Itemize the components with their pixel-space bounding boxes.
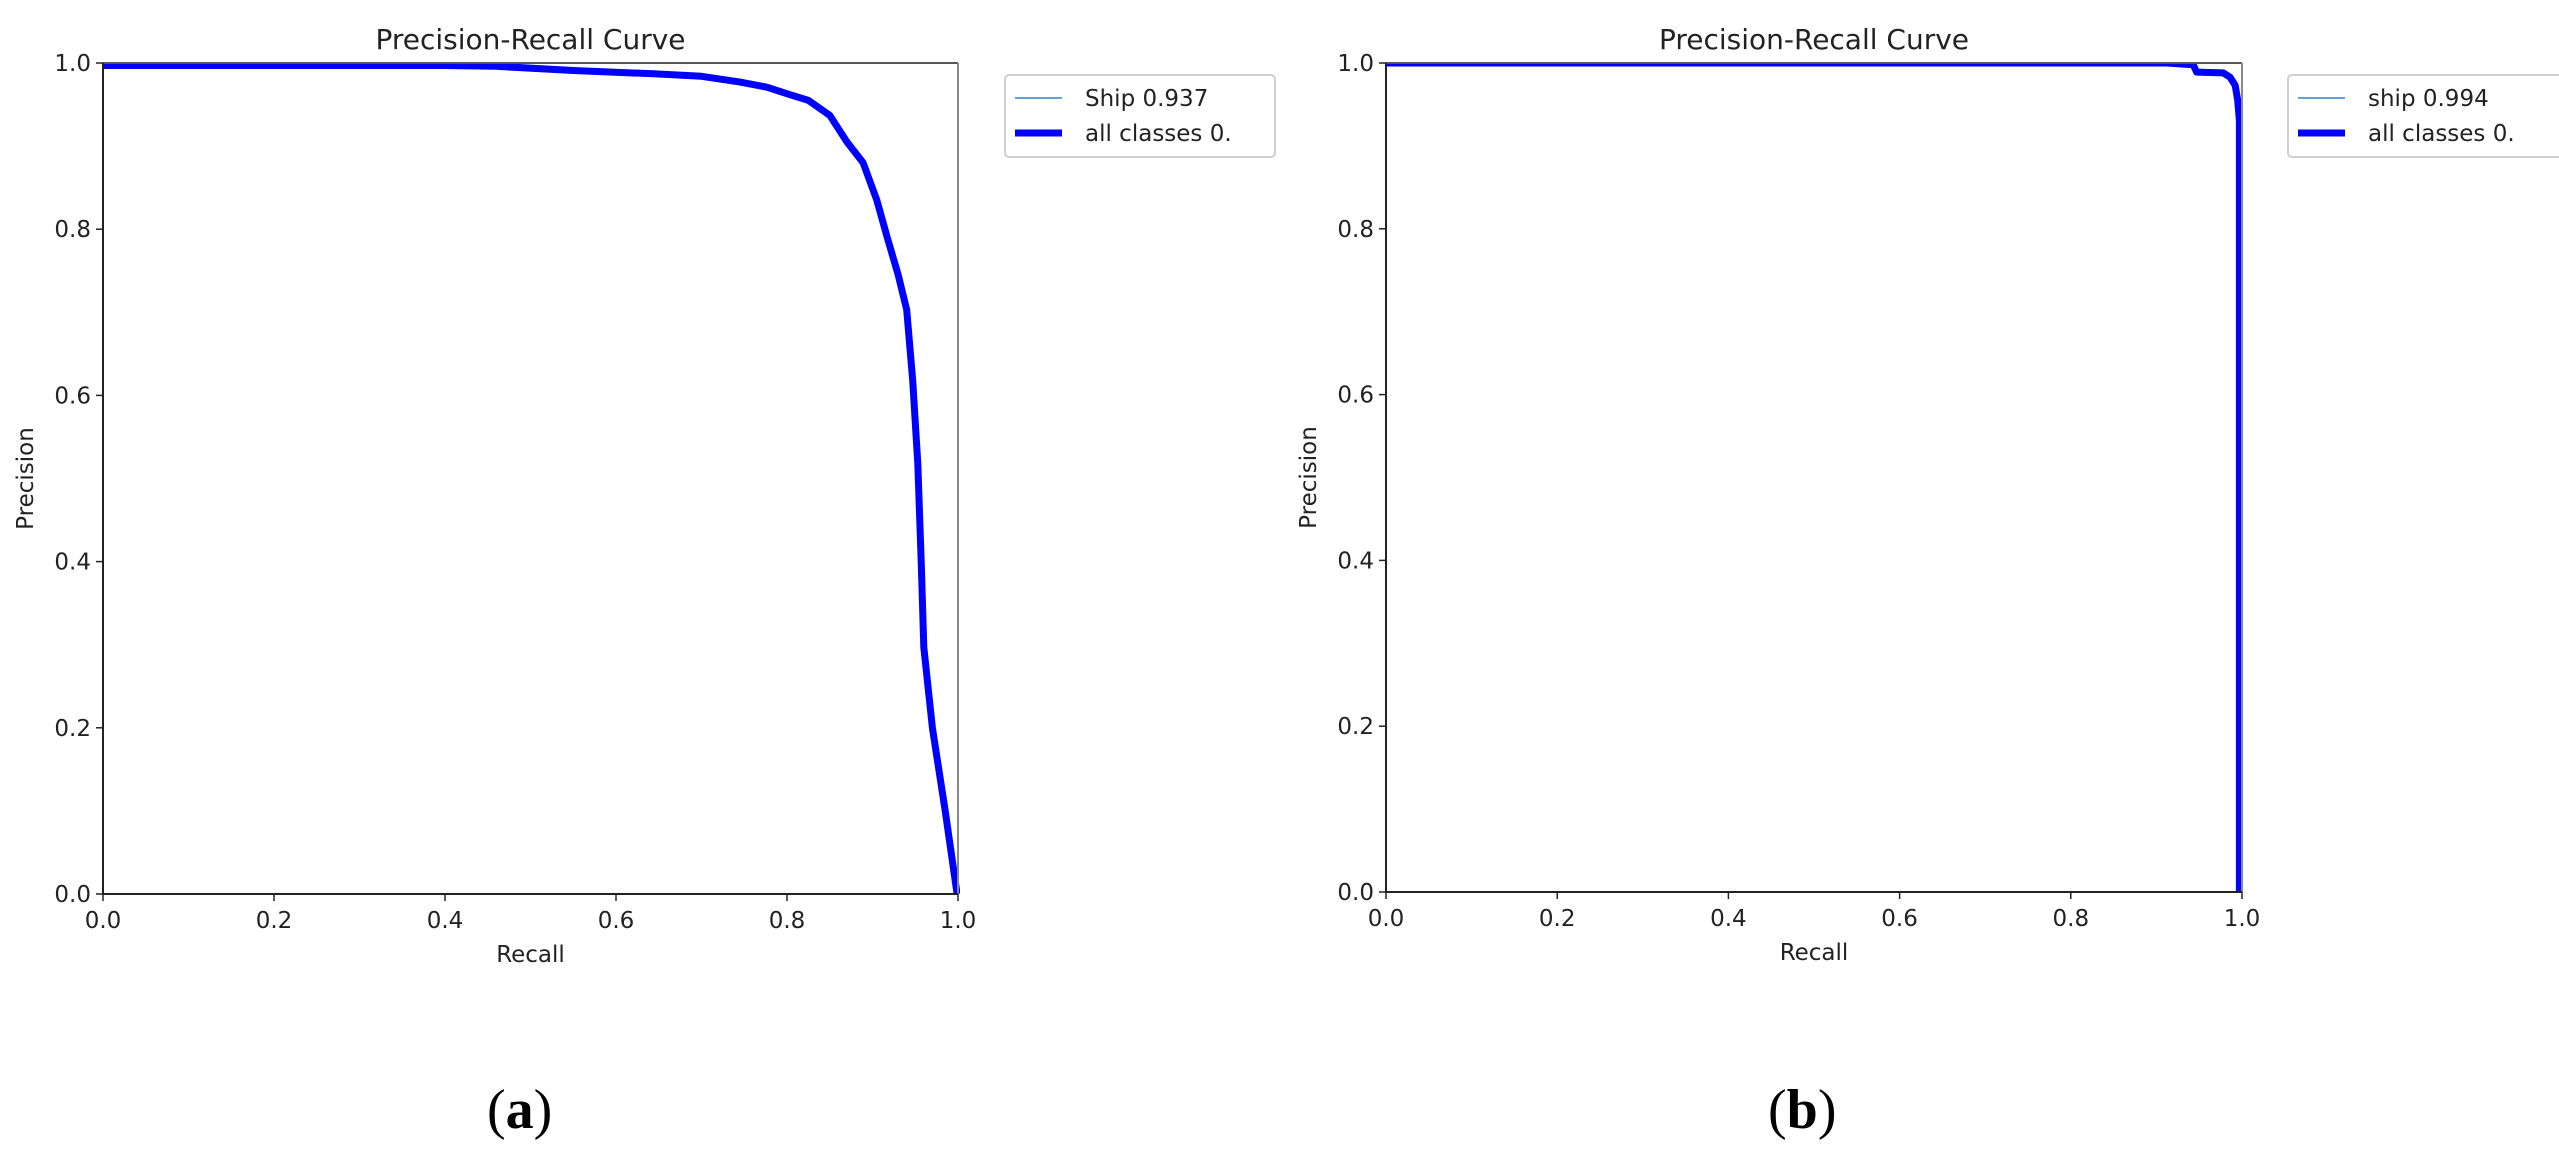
y-tick-label: 1.0 — [54, 51, 91, 77]
y-tick-label: 0.8 — [1337, 217, 1374, 243]
legend-label: all classes 0. — [1085, 121, 1232, 147]
y-tick-label: 0.4 — [1337, 548, 1374, 574]
x-tick-label: 0.4 — [427, 908, 464, 934]
chart-title: Precision-Recall Curve — [375, 23, 685, 56]
x-tick-label: 0.2 — [256, 908, 293, 934]
legend-label: ship 0.994 — [2368, 86, 2489, 112]
legend-box — [2287, 74, 2559, 158]
x-tick-label: 0.0 — [85, 908, 122, 934]
caption-a-open: ( — [487, 1079, 506, 1141]
legend: ship 0.994 all classes 0. — [2287, 74, 2559, 158]
pr-curve-chart-b: Precision-Recall Curve 0.0 0.2 0.4 0.6 0.8 1.0… — [1296, 23, 2559, 966]
x-tick-label: 0.8 — [769, 908, 806, 934]
legend-label: all classes 0. — [2368, 121, 2515, 147]
x-axis-label: Recall — [496, 942, 565, 968]
y-tick-label: 0.0 — [1337, 880, 1374, 906]
legend-label: Ship 0.937 — [1085, 86, 1208, 112]
x-tick-label: 0.6 — [1881, 906, 1918, 932]
chart-title: Precision-Recall Curve — [1659, 23, 1969, 56]
y-axis-label: Precision — [13, 427, 39, 530]
y-tick-label: 0.6 — [1337, 383, 1374, 409]
plot-area — [103, 63, 958, 894]
y-tick-label: 0.2 — [1337, 714, 1374, 740]
x-tick-label: 1.0 — [940, 908, 977, 934]
y-axis-label: Precision — [1296, 426, 1322, 529]
figure-b: Precision-Recall Curve 0.0 0.2 0.4 0.6 0.8 1.0… — [1283, 0, 2559, 1060]
figure-a: Precision-Recall Curve 0.0 0.2 0.4 0.6 0.8 1.0… — [0, 0, 1283, 1060]
caption-b-close: ) — [1817, 1079, 1837, 1141]
x-tick-label: 0.0 — [1368, 906, 1405, 932]
y-tick-label: 0.0 — [54, 882, 91, 908]
x-tick-label: 0.6 — [598, 908, 635, 934]
y-tick-label: 0.6 — [54, 383, 91, 409]
caption-a: (a) — [487, 1082, 552, 1138]
pr-curve-chart-a: Precision-Recall Curve 0.0 0.2 0.4 0.6 0.8 1.0… — [13, 23, 1276, 968]
caption-b-open: ( — [1768, 1079, 1787, 1141]
y-tick-label: 0.8 — [54, 217, 91, 243]
legend-box — [1004, 74, 1276, 158]
x-tick-label: 0.4 — [1710, 906, 1747, 932]
legend: Ship 0.937 all classes 0. — [1004, 74, 1276, 158]
x-tick-label: 1.0 — [2224, 906, 2261, 932]
plot-area — [1386, 63, 2242, 892]
caption-a-close: ) — [533, 1079, 553, 1141]
y-tick-label: 0.4 — [54, 550, 91, 576]
x-axis-label: Recall — [1780, 940, 1849, 966]
caption-b: (b) — [1768, 1082, 1836, 1138]
pr-curve-line — [103, 62, 960, 895]
y-tick-label: 1.0 — [1337, 51, 1374, 77]
x-tick-label: 0.2 — [1539, 906, 1576, 932]
caption-a-letter: a — [505, 1079, 534, 1141]
x-tick-label: 0.8 — [2053, 906, 2090, 932]
caption-b-letter: b — [1786, 1079, 1818, 1141]
y-tick-label: 0.2 — [54, 716, 91, 742]
